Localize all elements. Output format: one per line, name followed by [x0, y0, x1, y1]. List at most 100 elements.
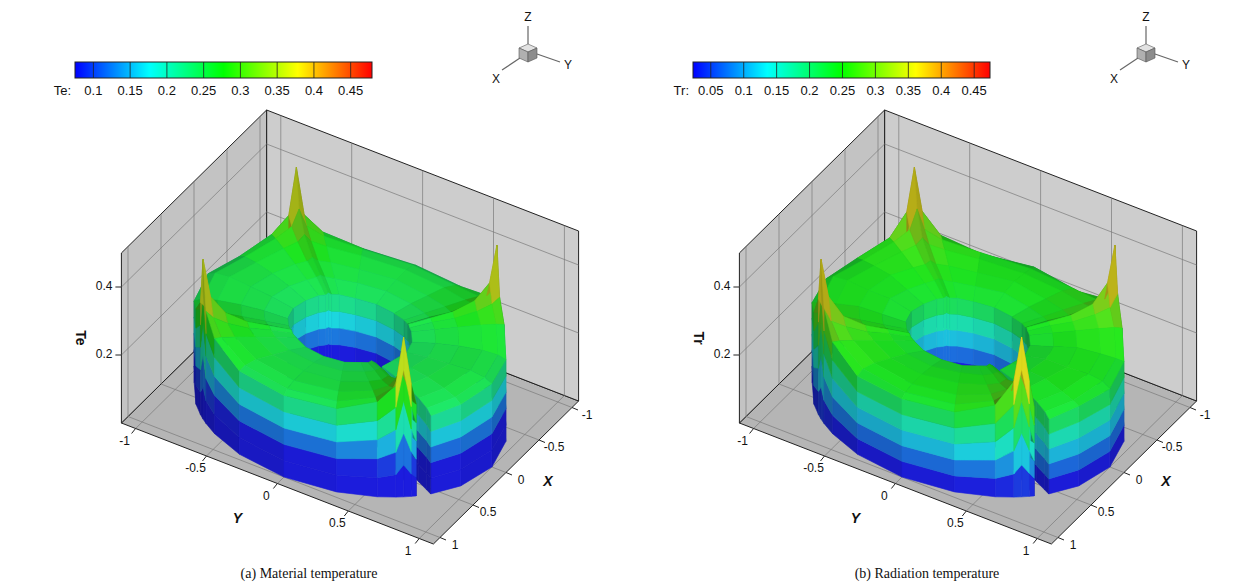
- y-tick: [1033, 539, 1037, 544]
- colorbar-tick-label: 0.45: [962, 83, 987, 98]
- axes: -1-0.500.51-1-0.500.510.20.4YXTe: [73, 279, 593, 558]
- surface-cell: [954, 401, 995, 412]
- outer-wall: [336, 440, 377, 459]
- y-tick-label: -0.5: [803, 461, 824, 475]
- x-tick: [1058, 538, 1064, 541]
- inner-wall: [944, 345, 947, 362]
- surface-cell: [341, 371, 370, 381]
- triad-label: Y: [564, 58, 572, 72]
- grid-line: [161, 214, 162, 384]
- surface-cell: [215, 337, 245, 371]
- surface-cell: [492, 297, 504, 324]
- axis-title: Te: [73, 330, 89, 346]
- colorbar-bar: [693, 62, 990, 78]
- x-tick: [1091, 505, 1097, 508]
- triad-label: X: [492, 72, 500, 86]
- surface-cell: [957, 383, 992, 395]
- colorbar-tick-label: 0.15: [764, 83, 789, 98]
- grid-line: [206, 313, 351, 456]
- outer-wall: [377, 385, 396, 421]
- surface-cell: [490, 245, 500, 304]
- colorbar-tick: [809, 62, 810, 78]
- y-tick: [415, 539, 419, 544]
- panel-title: (a) Material temperature: [241, 566, 378, 582]
- outer-wall: [954, 442, 995, 460]
- colorbar-tick-label: 0.05: [698, 83, 723, 98]
- axis-box: [121, 110, 578, 544]
- colorbar-tick: [743, 62, 744, 78]
- grid-line: [824, 313, 969, 456]
- grid-line: [128, 417, 440, 538]
- inner-wall: [326, 293, 329, 312]
- outer-wall: [1029, 381, 1034, 425]
- colorbar-tick-label: 0.1: [735, 83, 753, 98]
- z-tick-label: 0.2: [96, 347, 113, 361]
- inner-wall: [332, 311, 339, 328]
- axis-title: Y: [233, 510, 244, 526]
- triad-label: Y: [1182, 58, 1190, 72]
- colorbar-tick: [203, 62, 204, 78]
- grid-line: [267, 212, 579, 333]
- x-tick-label: 1: [452, 538, 459, 552]
- surface-cell: [435, 327, 459, 346]
- colorbar-tick: [130, 62, 131, 78]
- inner-wall: [937, 314, 944, 331]
- z-tick: [733, 287, 739, 288]
- triad-face: [1137, 48, 1146, 62]
- x-tick-label: 0: [518, 473, 525, 487]
- colorbar-label: Te:: [54, 83, 71, 98]
- inner-wall: [950, 314, 957, 330]
- y-tick-label: 0.5: [947, 516, 964, 530]
- z-tick-label: 0.2: [714, 347, 731, 361]
- colorbar-tick-label: 0.25: [191, 83, 216, 98]
- inner-wall: [937, 330, 944, 347]
- inner-wall: [319, 295, 326, 312]
- x-tick-label: -1: [582, 408, 593, 422]
- colorbar-tick-label: 0.2: [158, 83, 176, 98]
- surface-cell: [455, 378, 492, 405]
- triad-axis: [1120, 58, 1138, 70]
- colorbar-tick: [93, 62, 94, 78]
- x-tick-label: -0.5: [1162, 440, 1183, 454]
- slit-wall: [1045, 412, 1049, 434]
- colorbar-tick-label: 0.1: [84, 83, 102, 98]
- inner-wall: [944, 313, 947, 331]
- triad-axis: [537, 54, 560, 62]
- inner-wall: [944, 296, 947, 314]
- surface-cell: [1030, 333, 1054, 347]
- triad-axis: [527, 26, 528, 44]
- x-tick-label: 0: [1136, 473, 1143, 487]
- colorbar-label: Tr:: [674, 83, 689, 98]
- colorbar-tick-label: 0.4: [305, 83, 323, 98]
- z-tick: [115, 355, 121, 356]
- panel: -1-0.500.51-1-0.500.510.20.4YXTe0.10.150…: [54, 10, 593, 582]
- axis-title: Tr: [691, 331, 707, 345]
- outer-wall: [196, 347, 200, 370]
- surface-cell: [1073, 315, 1099, 331]
- colorbar-tick-label: 0.35: [896, 83, 921, 98]
- colorbar: 0.050.10.150.20.250.30.350.40.45Tr:: [674, 62, 990, 98]
- y-tick-label: -1: [737, 434, 748, 448]
- z-tick: [733, 355, 739, 356]
- grid: [739, 116, 1196, 539]
- inner-wall: [947, 345, 950, 362]
- y-tick-label: 1: [405, 544, 412, 558]
- surface-cell: [821, 259, 831, 321]
- z-tick: [115, 287, 121, 288]
- colorbar-tick: [240, 62, 241, 78]
- grid-line: [564, 226, 565, 396]
- surface-cell: [1045, 401, 1079, 420]
- inner-wall: [332, 328, 339, 345]
- outer-wall: [336, 475, 377, 497]
- slit-wall: [1037, 402, 1045, 428]
- colorbar-tick: [313, 62, 314, 78]
- surface-cell: [1114, 328, 1124, 362]
- orientation-triad: ZXY: [492, 10, 572, 86]
- z-tick-label: 0.4: [96, 279, 113, 293]
- surface-cell: [336, 397, 377, 408]
- surface-cell: [376, 385, 396, 402]
- surface-cell: [1108, 245, 1118, 307]
- y-tick: [750, 429, 754, 434]
- outer-wall: [1022, 337, 1030, 404]
- x-tick-label: -0.5: [544, 440, 565, 454]
